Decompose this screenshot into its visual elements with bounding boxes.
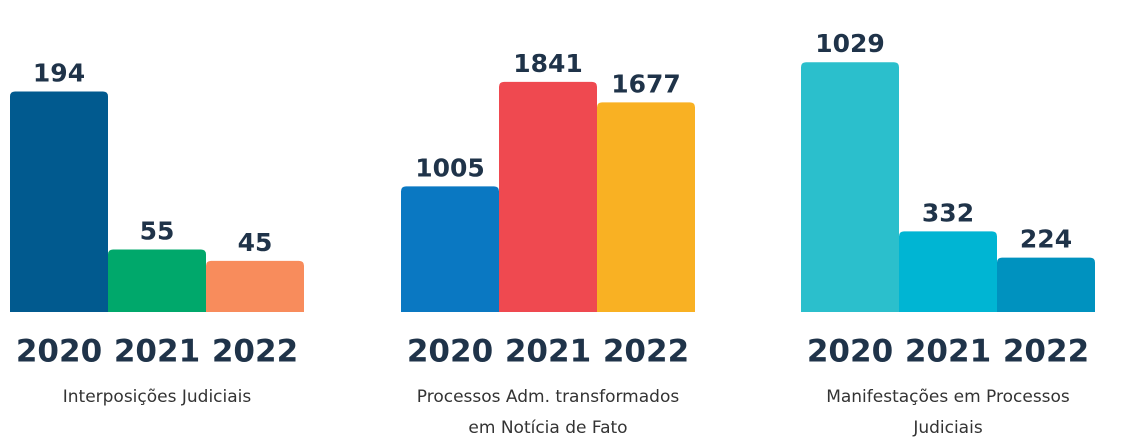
category-label: 2022 (1003, 334, 1089, 370)
category-label: 2021 (505, 334, 591, 370)
category-label: 2020 (16, 334, 102, 370)
category-label: 2020 (407, 334, 493, 370)
bar (206, 260, 304, 312)
bar (997, 257, 1095, 312)
bar (499, 81, 597, 312)
value-label: 1005 (415, 153, 485, 182)
value-label: 194 (33, 59, 85, 88)
value-label: 45 (238, 228, 273, 257)
bar (10, 91, 108, 312)
category-label: 2022 (212, 334, 298, 370)
value-label: 1841 (513, 49, 583, 78)
category-label: 2021 (114, 334, 200, 370)
value-label: 55 (140, 217, 175, 246)
category-label: 2022 (603, 334, 689, 370)
chart-caption: em Notícia de Fato (468, 418, 627, 438)
bar (108, 249, 206, 312)
bar (597, 102, 695, 312)
value-label: 224 (1020, 225, 1072, 254)
value-label: 332 (922, 198, 974, 227)
bar (899, 231, 997, 312)
value-label: 1029 (815, 29, 885, 58)
chart-caption: Interposições Judiciais (63, 387, 252, 407)
chart-caption: Manifestações em Processos (826, 387, 1070, 407)
category-label: 2020 (807, 334, 893, 370)
category-label: 2021 (905, 334, 991, 370)
bar (401, 186, 499, 312)
bar (801, 62, 899, 312)
chart-caption: Processos Adm. transformados (417, 387, 680, 407)
chart-caption: Judiciais (912, 418, 983, 438)
value-label: 1677 (611, 69, 681, 98)
